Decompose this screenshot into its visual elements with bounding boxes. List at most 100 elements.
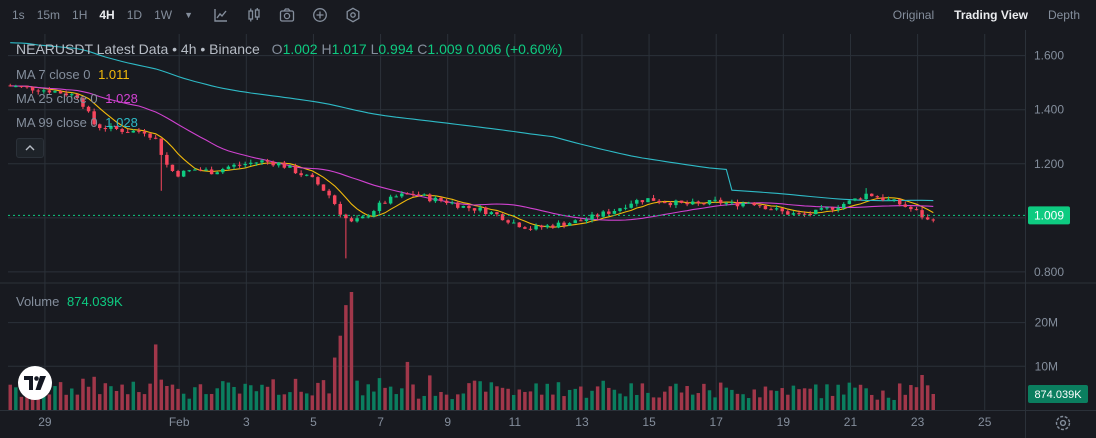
view-trading-view[interactable]: Trading View	[954, 8, 1028, 22]
chevron-down-icon[interactable]: ▼	[184, 10, 193, 20]
volume-bar	[724, 387, 729, 410]
volume-bar	[70, 388, 74, 410]
settings-icon[interactable]	[345, 7, 361, 23]
candle-body	[249, 162, 253, 164]
candle-body	[176, 171, 180, 177]
volume-bar	[232, 386, 236, 410]
candle-body	[327, 190, 331, 196]
volume-bar	[53, 386, 57, 410]
volume-bar	[422, 395, 426, 410]
candle-type-icon[interactable]	[246, 7, 262, 23]
candle-body	[774, 208, 779, 210]
volume-bar	[36, 396, 40, 410]
volume-bar	[528, 391, 533, 410]
view-depth[interactable]: Depth	[1047, 8, 1080, 22]
view-original[interactable]: Original	[892, 8, 935, 22]
last-volume-tag-text: 874.039K	[1034, 389, 1082, 401]
candle-body	[556, 222, 561, 228]
interval-4h[interactable]: 4H	[99, 8, 115, 22]
volume-bar	[209, 393, 214, 410]
candle-body	[825, 207, 829, 209]
candle-body	[500, 214, 505, 221]
candle-body	[433, 197, 438, 202]
volume-tick-label: 10M	[1035, 359, 1058, 373]
interval-1w[interactable]: 1W	[154, 8, 173, 22]
volume-bar	[663, 391, 667, 410]
open-label: O	[271, 41, 283, 57]
volume-bar	[254, 391, 259, 410]
volume-bar	[746, 398, 751, 410]
candle-body	[243, 163, 247, 166]
volume-bar	[405, 361, 410, 410]
chart-toolbar: 1s 15m 1H 4H 1D 1W ▼ Original Trading Vi…	[0, 0, 1096, 30]
legend-ma25[interactable]: MA 25 close 0 1.028	[16, 91, 138, 106]
legend-ma99[interactable]: MA 99 close 0 1.028	[16, 115, 138, 130]
volume-bar	[769, 390, 773, 410]
volume-bar	[75, 394, 80, 410]
volume-bar	[875, 399, 880, 410]
volume-bar	[125, 394, 130, 410]
candle-body	[685, 202, 689, 205]
candle-body	[193, 169, 197, 171]
legend-ma7[interactable]: MA 7 close 0 1.011	[16, 67, 130, 82]
candle-body	[819, 208, 824, 210]
candle-body	[19, 86, 24, 88]
candle-body	[707, 200, 712, 205]
volume-bar	[618, 393, 622, 410]
candle-body	[332, 195, 337, 204]
volume-bar	[58, 382, 63, 410]
close-label: C	[417, 41, 428, 57]
chart-settings-icon[interactable]	[1054, 414, 1072, 432]
candle-body	[483, 207, 488, 215]
volume-bar	[814, 384, 818, 410]
candle-body	[663, 202, 667, 204]
volume-bar	[830, 395, 835, 410]
candle-body	[416, 194, 421, 196]
interval-15m[interactable]: 15m	[36, 8, 61, 22]
add-icon[interactable]	[312, 7, 328, 23]
volume-bar	[170, 384, 175, 410]
volume-bar	[321, 380, 326, 410]
volume-bar	[881, 390, 885, 410]
candle-body	[282, 162, 287, 168]
candle-body	[769, 209, 773, 211]
interval-1s[interactable]: 1s	[12, 8, 25, 22]
candle-body	[81, 98, 85, 107]
collapse-legend-button[interactable]	[16, 138, 44, 158]
volume-label: Volume	[16, 294, 60, 309]
volume-bar	[478, 381, 482, 410]
candle-body	[8, 85, 12, 87]
candle-body	[730, 202, 734, 204]
price-chart[interactable]: 29 Feb 3 5 7 9 11 13 15 17 19 21 23 25 1.600 1.400 1.200…	[0, 30, 1096, 438]
tradingview-logo-icon[interactable]	[18, 366, 52, 400]
volume-bar	[668, 386, 673, 410]
candle-body	[830, 207, 835, 210]
interval-1h[interactable]: 1H	[72, 8, 88, 22]
volume-bar	[193, 387, 197, 410]
interval-1d[interactable]: 1D	[126, 8, 143, 22]
candle-body	[925, 217, 930, 220]
volume-bar	[450, 399, 454, 410]
volume-bar	[355, 380, 359, 410]
volume-bar	[730, 389, 734, 410]
candle-body	[528, 228, 533, 230]
candle-body	[14, 86, 18, 88]
candle-body	[181, 170, 186, 177]
candle-body	[623, 207, 628, 209]
screenshot-icon[interactable]	[279, 7, 295, 23]
candle-body	[506, 220, 510, 223]
volume-bar	[165, 386, 169, 410]
candle-body	[383, 202, 387, 204]
ma99-line	[10, 42, 934, 202]
chevron-up-icon	[25, 145, 35, 151]
candles	[8, 83, 935, 259]
candle-body	[786, 211, 790, 215]
candle-body	[646, 198, 650, 203]
x-tick-label: 21	[844, 415, 858, 429]
ma99-label: MA 99 close 0	[16, 115, 98, 130]
moving-averages	[10, 42, 934, 228]
candle-body	[842, 203, 846, 208]
candle-body	[467, 205, 471, 209]
low-label: L	[370, 41, 379, 57]
indicator-icon[interactable]	[213, 7, 229, 23]
